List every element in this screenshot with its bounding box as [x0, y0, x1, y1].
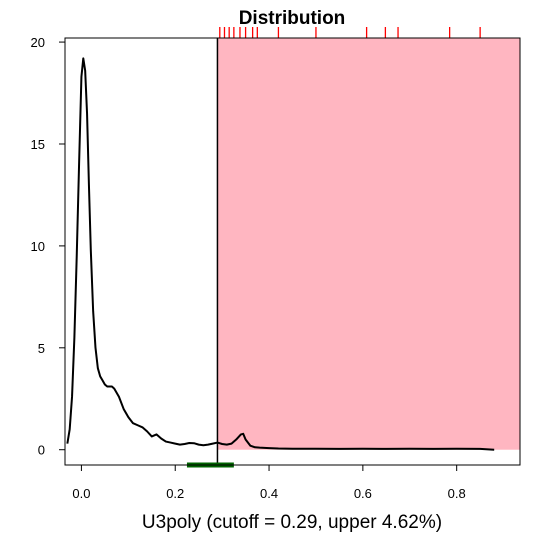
- x-tick-label-4: 0.8: [448, 486, 466, 501]
- x-tick-label-2: 0.4: [260, 486, 278, 501]
- y-tick-label-3: 15: [31, 137, 45, 152]
- plot-frame: [64, 37, 521, 466]
- x-axis-label: U3poly (cutoff = 0.29, upper 4.62%): [142, 512, 442, 533]
- x-tick-label-3: 0.6: [354, 486, 372, 501]
- plot-area: 0 5 10 15 20 0.0 0.2 0.4 0.6 0.8: [31, 27, 521, 501]
- x-tick-label-1: 0.2: [166, 486, 184, 501]
- x-tick-label-0: 0.0: [72, 486, 90, 501]
- y-tick-label-0: 0: [38, 443, 45, 458]
- y-tick-label-4: 20: [31, 35, 45, 50]
- density-curve: [66, 57, 495, 451]
- y-tick-label-1: 5: [38, 341, 45, 356]
- chart-title: Distribution: [239, 8, 346, 29]
- y-tick-label-2: 10: [31, 239, 45, 254]
- upper-region-shading: [217, 38, 520, 450]
